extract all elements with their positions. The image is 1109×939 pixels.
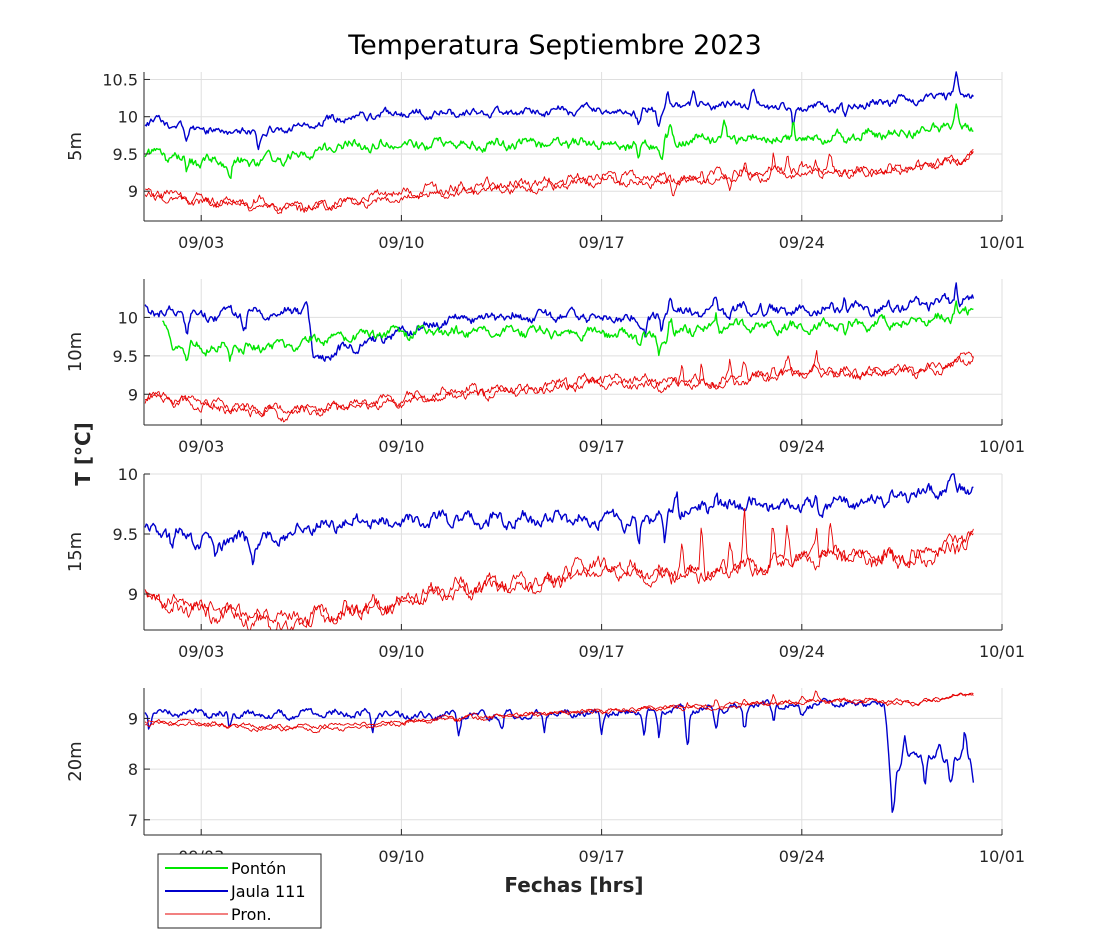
y-tick-label-2: 10 (118, 465, 138, 484)
series-line-20m-2 (144, 692, 974, 734)
legend-label-ponton: Pontón (231, 859, 286, 878)
x-tick-label-3: 09/24 (779, 847, 825, 866)
y-tick-label-2: 10 (118, 308, 138, 327)
x-tick-label-4: 10/01 (979, 233, 1025, 252)
y-tick-label-1: 8 (128, 760, 138, 779)
y-tick-label-0: 9 (128, 585, 138, 604)
x-tick-label-0: 09/03 (178, 642, 224, 661)
series-line-5m-3 (145, 149, 974, 214)
x-axis-label: Fechas [hrs] (504, 873, 643, 897)
series-line-10m-1 (162, 300, 974, 362)
y-tick-label-2: 10 (118, 108, 138, 127)
x-tick-label-1: 09/10 (378, 437, 424, 456)
x-tick-label-0: 09/03 (178, 437, 224, 456)
panel-5m: 9 9.5 10 10.5 09/03 09/10 09/17 09/24 10/01 5m (65, 70, 1025, 252)
x-tick-label-4: 10/01 (979, 847, 1025, 866)
x-tick-label-3: 09/24 (779, 233, 825, 252)
y-tick-label-2: 9 (128, 709, 138, 728)
panel-label-5m: 5m (65, 132, 86, 161)
series-line-15m-0 (144, 473, 974, 566)
y-tick-label-1: 9.5 (113, 145, 138, 164)
chart-title: Temperatura Septiembre 2023 (347, 30, 762, 61)
x-tick-label-2: 09/17 (579, 847, 625, 866)
panels-container: 9 9.5 10 10.5 09/03 09/10 09/17 09/24 10/01 5m 9 9.… (65, 70, 1025, 866)
panel-label-15m: 15m (65, 532, 86, 572)
x-tick-label-2: 09/17 (579, 642, 625, 661)
x-tick-label-1: 09/10 (378, 847, 424, 866)
x-tick-label-3: 09/24 (779, 437, 825, 456)
series-line-15m-1 (144, 508, 974, 628)
x-tick-label-1: 09/10 (378, 642, 424, 661)
x-tick-label-2: 09/17 (579, 233, 625, 252)
y-tick-label-0: 9 (128, 182, 138, 201)
x-tick-label-4: 10/01 (979, 642, 1025, 661)
panel-label-20m: 20m (65, 741, 86, 781)
series-line-5m-0 (144, 71, 974, 151)
x-tick-label-4: 10/01 (979, 437, 1025, 456)
series-line-15m-2 (144, 523, 974, 631)
panel-label-10m: 10m (65, 332, 86, 372)
y-axis-label: T [°C] (71, 422, 95, 486)
y-tick-label-3: 10.5 (102, 70, 138, 89)
legend-label-pron: Pron. (231, 905, 272, 924)
x-tick-label-0: 09/03 (178, 233, 224, 252)
x-tick-label-3: 09/24 (779, 642, 825, 661)
series-line-10m-0 (144, 282, 975, 362)
series-line-10m-3 (144, 355, 974, 423)
panel-15m: 9 9.5 10 09/03 09/10 09/17 09/24 10/01 15m (65, 465, 1025, 661)
legend: Pontón Jaula 111 Pron. (157, 853, 322, 929)
x-tick-label-2: 09/17 (579, 437, 625, 456)
y-tick-label-0: 7 (128, 811, 138, 830)
series-line-5m-1 (144, 103, 974, 179)
x-tick-label-1: 09/10 (378, 233, 424, 252)
legend-label-jaula: Jaula 111 (230, 882, 306, 901)
y-tick-label-1: 9.5 (113, 525, 138, 544)
panel-10m: 9 9.5 10 09/03 09/10 09/17 09/24 10/01 10m (65, 279, 1025, 456)
y-tick-label-1: 9.5 (113, 347, 138, 366)
y-tick-label-0: 9 (128, 385, 138, 404)
